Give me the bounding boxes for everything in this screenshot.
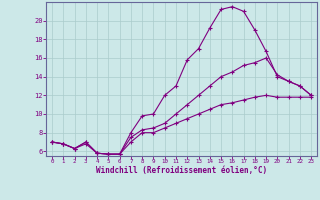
X-axis label: Windchill (Refroidissement éolien,°C): Windchill (Refroidissement éolien,°C) [96, 166, 267, 175]
